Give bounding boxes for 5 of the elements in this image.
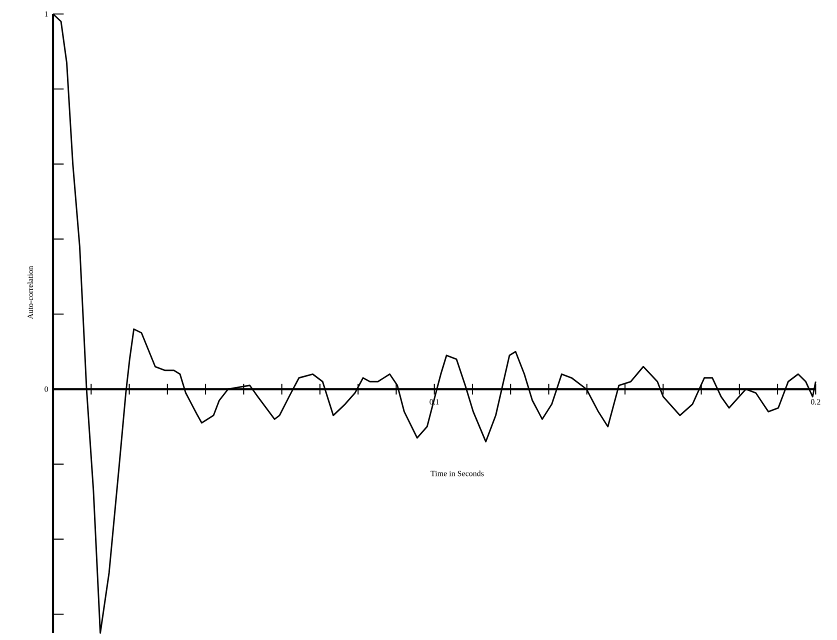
y-tick-label: 0	[44, 386, 48, 392]
x-tick-label: 0.2	[810, 399, 820, 405]
x-axis-title: Time in Seconds	[430, 470, 484, 476]
y-axis-title: Auto-correlation	[27, 266, 34, 320]
y-tick-label: 1	[45, 11, 48, 17]
